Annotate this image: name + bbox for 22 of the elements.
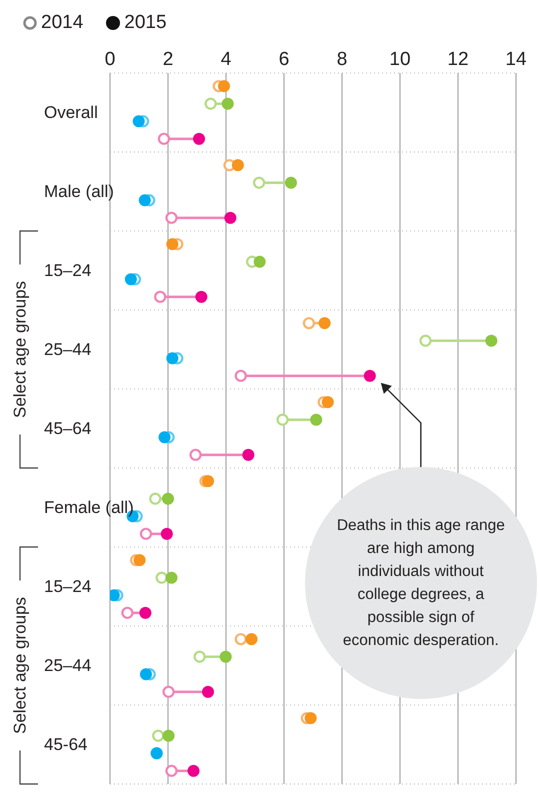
y-tick-label: 15–24 (44, 261, 92, 280)
y-tick-label: 15–24 (44, 577, 92, 596)
y-tick-label: 25–44 (44, 340, 92, 359)
y-tick-label: Female (all) (44, 498, 134, 517)
x-tick-label: 4 (220, 49, 232, 70)
text: 2014 (41, 12, 84, 34)
y-tick-label: Overall (44, 103, 98, 122)
x-tick-label: 6 (278, 49, 290, 70)
text: Select age groups (10, 280, 30, 418)
x-tick-label: 8 (336, 49, 348, 70)
x-tick-label: 0 (104, 49, 116, 70)
y-tick-label: 25–44 (44, 656, 92, 675)
x-tick-label: 10 (389, 49, 411, 70)
y-tick-label: 45–64 (44, 419, 92, 438)
x-tick-label: 2 (162, 49, 174, 70)
text: 2015 (124, 12, 167, 34)
annotation: Deaths in this age range are high among individuals without college degrees, a possible sign of economic desperation. (336, 516, 506, 651)
x-tick-label: 12 (447, 49, 469, 70)
y-tick-label: 45-64 (44, 735, 88, 754)
y-tick-label: Male (all) (44, 182, 114, 201)
x-tick-label: 14 (505, 49, 527, 70)
text: Select age groups (10, 596, 30, 734)
